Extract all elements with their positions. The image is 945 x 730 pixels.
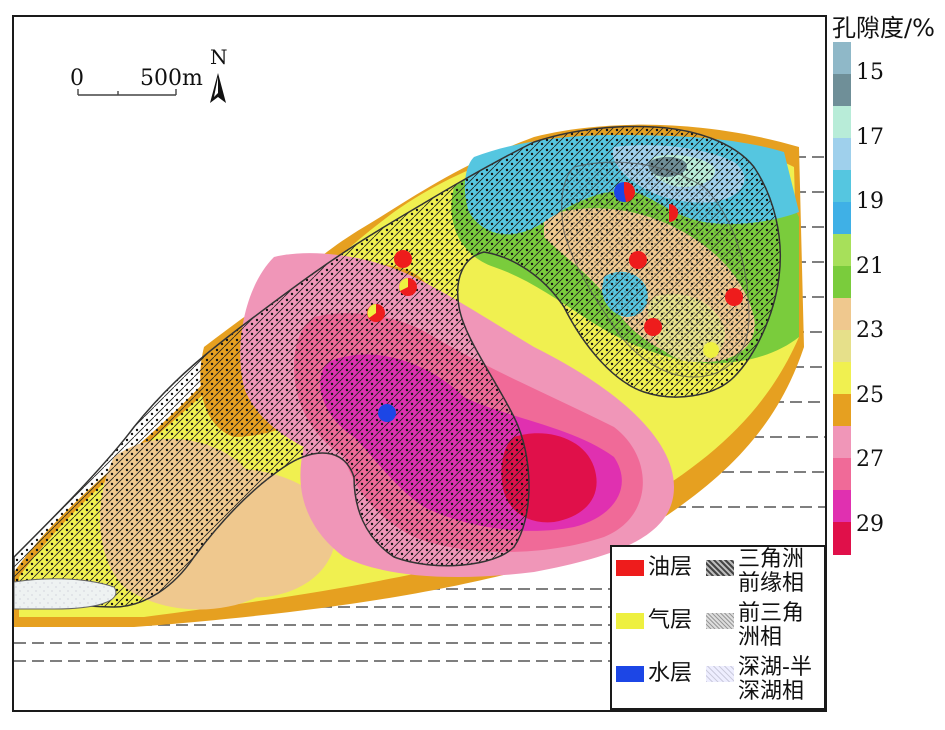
well-water-1 [378, 404, 396, 422]
colorbar-segment [833, 394, 851, 427]
colorbar-tick-label: 23 [856, 318, 884, 343]
colorbar-tick-label: 25 [856, 382, 884, 408]
north-arrow-icon [210, 73, 226, 103]
colorbar-segment [833, 74, 851, 107]
legend: 油层 气层 水层 三角洲 前缘相 前三角 洲相 深湖-半 深湖相 [610, 545, 825, 710]
map-frame: 0 500m N 油层 气层 水层 三角洲 前缘相 前三角 洲相 深湖-半 深湖… [12, 15, 827, 712]
colorbar [833, 42, 851, 555]
scale-start-label: 0 [70, 66, 84, 91]
colorbar-segment [833, 362, 851, 395]
colorbar-tick-label: 29 [856, 511, 884, 537]
legend-label-prodelta-2: 洲相 [738, 625, 783, 650]
scale-end-label: 500m [140, 66, 203, 91]
colorbar-segment [833, 42, 851, 75]
legend-label-gas: 气层 [648, 608, 693, 633]
legend-label-oil: 油层 [648, 555, 693, 580]
colorbar-tick-label: 17 [856, 124, 884, 150]
colorbar-segment [833, 202, 851, 235]
legend-label-deep-lake-2: 深湖相 [738, 679, 805, 704]
well-water-oil [614, 181, 636, 202]
colorbar-segment [833, 426, 851, 459]
colorbar-segment [833, 298, 851, 331]
colorbar-title: 孔隙度/% [832, 14, 935, 42]
scale-bar [77, 89, 177, 96]
porosity-map [14, 73, 825, 662]
colorbar-segment [833, 490, 851, 523]
well-oil-3 [629, 251, 647, 269]
well-oil-gas-1 [399, 278, 417, 296]
legend-label-water: 水层 [648, 661, 693, 686]
colorbar-segment [833, 138, 851, 171]
colorbar-segment [833, 170, 851, 203]
legend-label-prodelta-1: 前三角 [738, 601, 805, 626]
colorbar-segment [833, 330, 851, 363]
colorbar-tick-label: 19 [856, 189, 884, 214]
colorbar-segment [833, 234, 851, 267]
colorbar-segment [833, 266, 851, 299]
legend-swatch-gas [616, 613, 644, 629]
well-oil-4 [725, 288, 743, 306]
legend-label-deep-lake-1: 深湖-半 [738, 655, 812, 680]
colorbar-segment [833, 458, 851, 491]
well-oil-5 [644, 318, 662, 336]
legend-swatch-delta-front [706, 560, 734, 576]
colorbar-segment [833, 522, 851, 555]
colorbar-tick-label: 27 [856, 447, 884, 472]
legend-label-delta-front-2: 前缘相 [738, 571, 805, 596]
legend-label-delta-front-1: 三角洲 [738, 547, 805, 572]
well-oil-1 [394, 250, 412, 268]
legend-swatch-deep-lake [706, 666, 734, 682]
wells [367, 181, 743, 422]
legend-swatch-oil [616, 560, 644, 576]
north-label: N [210, 45, 228, 69]
well-oil-gas-2 [367, 304, 385, 322]
well-oil-2 [669, 204, 678, 222]
colorbar-tick-label: 21 [856, 253, 884, 279]
colorbar-tick-label: 15 [856, 60, 884, 85]
well-gas-1 [703, 342, 719, 358]
delta-front-facies [14, 125, 782, 610]
legend-swatch-water [616, 666, 644, 682]
legend-swatch-prodelta [706, 613, 734, 629]
colorbar-segment [833, 106, 851, 139]
